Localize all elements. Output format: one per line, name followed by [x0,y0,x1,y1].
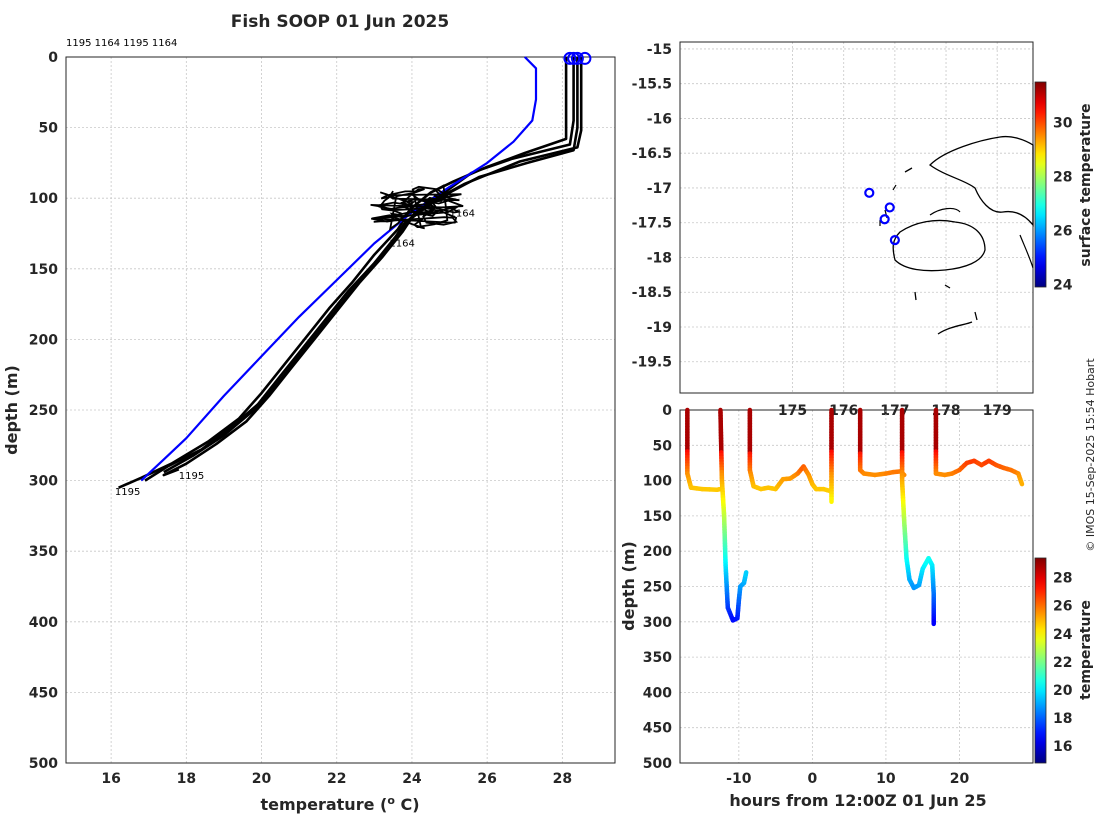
map-x-tick-label: 178 [931,403,960,419]
map-x-tick-label: 175 [778,403,807,419]
map-axes-frame [679,41,1034,394]
track-y-tick-label: 200 [643,544,672,560]
track-y-tick-label: 50 [653,438,673,454]
profile-id-header: 1195 1164 1195 1164 [66,38,177,49]
surface-marker [563,51,577,65]
map-y-tick-label: -19.5 [632,355,672,371]
y-tick-label: 450 [29,685,58,701]
profile-end-label: 1164 [389,239,414,250]
y-tick-label: 200 [29,332,58,348]
profile-plot: 1195 1195 1164 1164 16 18 20 22 24 26 28 0 50 100 150… [2,12,616,814]
profile-end-label: 1164 [450,208,475,219]
map-colorbar-tick: 28 [1053,169,1072,185]
track-y-tick-label: 500 [643,756,672,772]
track-colorbar-tick: 26 [1053,599,1072,615]
map-y-tick-label: -18.5 [632,285,672,301]
track-x-tick-label: 20 [950,771,970,787]
map-colorbar-tick: 24 [1053,277,1073,293]
track-position-marker [884,202,895,213]
track-x-tick-label: -10 [726,771,752,787]
track-colorbar-tick: 20 [1053,683,1073,699]
map-colorbar-tick: 30 [1053,115,1073,131]
track-y-tick-label: 400 [643,685,672,701]
track-colorbar-tick: 16 [1053,739,1072,755]
coastline-outline [879,135,1034,335]
y-tick-label: 150 [29,262,58,278]
track-colorbar-tick: 24 [1053,627,1073,643]
track-position-marker [889,234,900,246]
x-tick-label: 24 [402,771,422,787]
map-y-tick-label: -17 [647,181,672,197]
track-y-tick-label: 250 [643,580,672,596]
map-colorbar [1034,81,1047,288]
x-tick-label: 26 [477,771,496,787]
track-y-tick-label: 150 [643,509,672,525]
track-y-tick-label: 0 [662,403,672,419]
map-y-tick-label: -19 [647,320,672,336]
map-y-tick-label: -16 [647,111,672,127]
y-tick-label: 100 [29,191,58,207]
track-axes-frame [679,409,1034,764]
map-y-tick-label: -18 [647,250,672,266]
track-x-tick-label: 10 [876,771,896,787]
y-tick-label: 50 [39,121,59,137]
track-colorbar-tick: 28 [1053,571,1072,587]
x-tick-label: 28 [553,771,572,787]
y-tick-label: 500 [29,756,58,772]
map-colorbar-tick: 26 [1053,223,1072,239]
profile-axes-frame [65,56,616,764]
profile-end-label: 1195 [179,471,204,482]
y-tick-label: 350 [29,544,58,560]
x-axis-label: temperature (o C) [260,794,419,814]
track-colorbar-tick: 22 [1053,655,1072,671]
track-x-axis-label: hours from 12:00Z 01 Jun 25 [729,791,986,810]
x-tick-label: 16 [101,771,120,787]
map-x-tick-label: 176 [829,403,858,419]
credit-text: © IMOS 15-Sep-2025 15:54 Hobart [1084,358,1097,552]
x-tick-label: 20 [252,771,272,787]
track-position-marker [879,214,890,225]
series-line-1164 [162,57,575,477]
y-tick-label: 300 [29,474,58,490]
chart-title: Fish SOOP 01 Jun 2025 [231,12,449,32]
profile-noise-cluster [370,184,464,231]
map-y-tick-label: -15.5 [632,77,672,93]
track-y-tick-label: 450 [643,721,672,737]
map-x-tick-label: 177 [880,403,909,419]
track-colorbar-label: temperature [1078,600,1094,700]
profile-end-label: 1195 [115,487,140,498]
series-line-1195b [144,57,579,482]
map-colorbar-label: surface temperature [1078,103,1094,266]
track-x-tick-label: 0 [808,771,818,787]
track-y-axis-label: depth (m) [619,541,638,631]
track-colorbar [1034,557,1047,764]
map-x-tick-label: 179 [983,403,1012,419]
y-axis-label: depth (m) [2,365,21,455]
y-tick-label: 400 [29,615,58,631]
x-tick-label: 22 [327,771,346,787]
cast-segment [1018,479,1025,487]
map-plot: -15 -15.5 -16 -16.5 -17 -17.5 -18 -18.5 -19 -19.5… [632,41,1094,419]
track-position-marker [864,187,875,198]
y-tick-label: 0 [48,50,58,66]
track-colorbar-tick: 18 [1053,711,1072,727]
series-line-1195 [118,57,568,489]
track-y-tick-label: 100 [643,474,672,490]
track-y-tick-label: 350 [643,650,672,666]
map-y-tick-label: -17.5 [632,216,672,232]
cast-segment [743,570,749,578]
surface-marker [578,51,592,65]
y-tick-label: 250 [29,403,58,419]
track-y-tick-label: 300 [643,615,672,631]
map-y-tick-label: -15 [647,42,672,58]
map-y-tick-label: -16.5 [632,146,672,162]
series-line-1164b [163,57,583,474]
x-tick-label: 18 [177,771,196,787]
surface-marker [570,51,584,65]
